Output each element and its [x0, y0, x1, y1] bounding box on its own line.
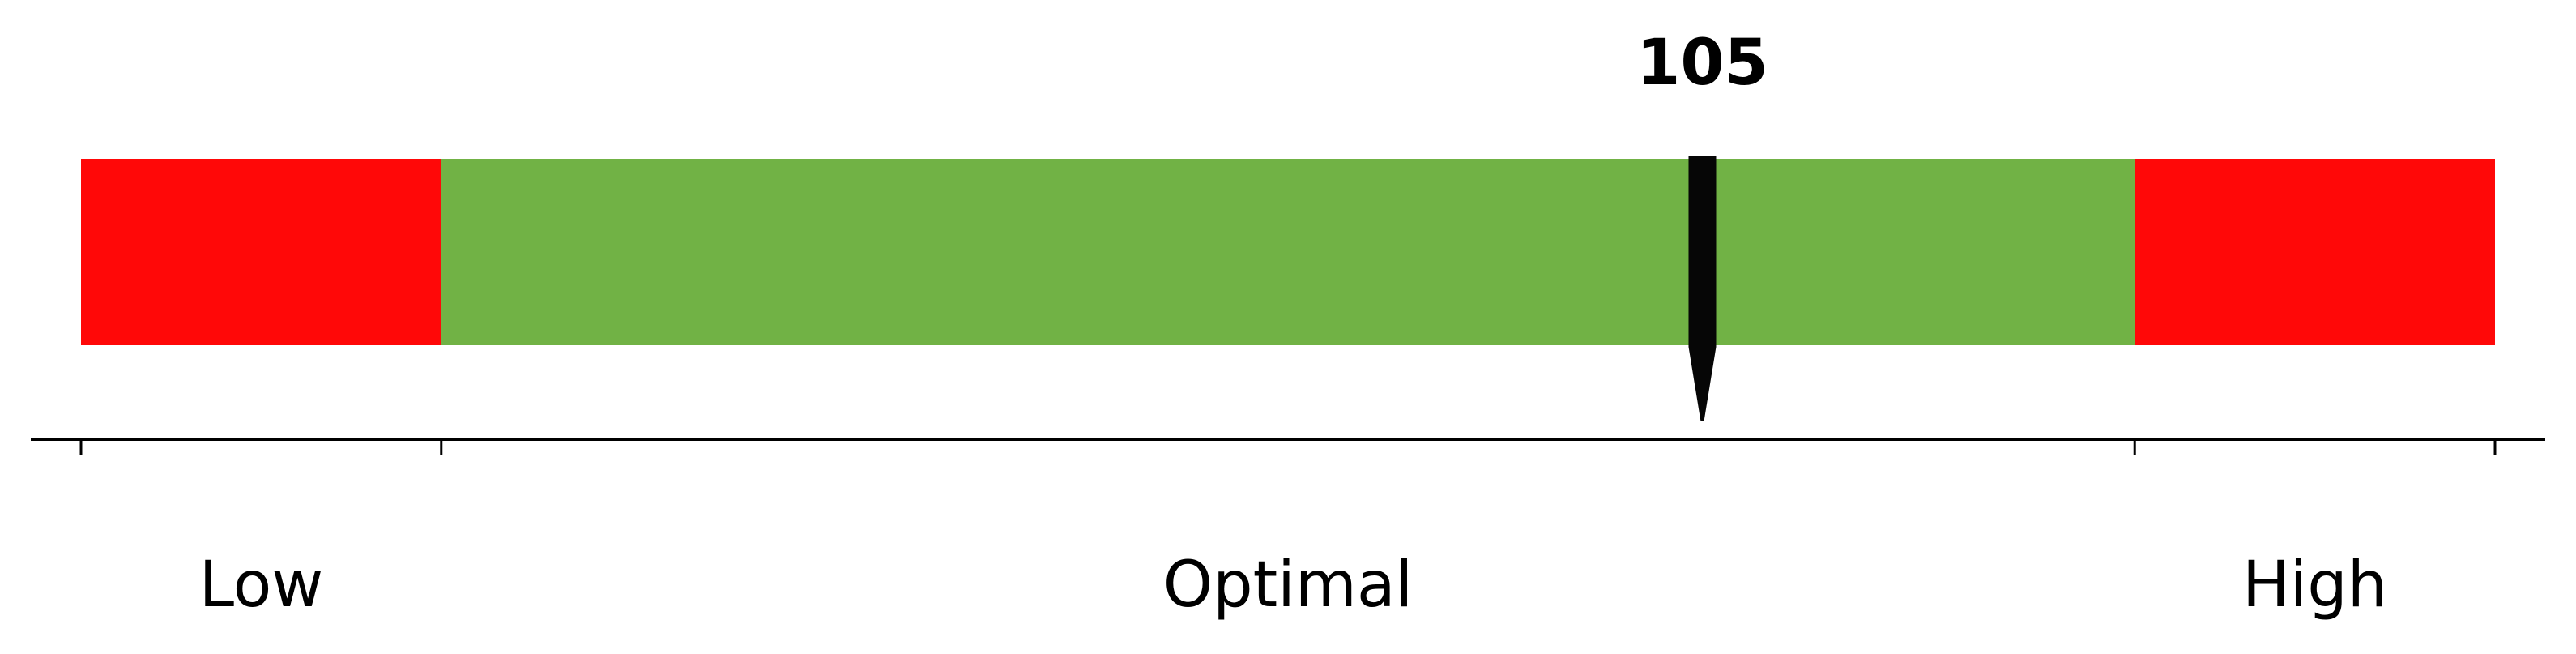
- band-labels: Low Optimal High: [199, 549, 2388, 622]
- segment-high: [2135, 159, 2495, 345]
- segment-optimal: [441, 159, 2135, 345]
- pointer-body: [1688, 156, 1717, 347]
- gauge-segments: [81, 159, 2495, 345]
- segment-label-high: High: [2242, 549, 2387, 622]
- gauge-axis: [31, 438, 2545, 455]
- pointer-tip: [1688, 347, 1717, 421]
- segment-label-optimal: Optimal: [1163, 549, 1414, 622]
- value-pointer: [1688, 156, 1717, 421]
- segment-low: [81, 159, 441, 345]
- segment-label-low: Low: [199, 549, 324, 622]
- value-label: 105: [1636, 27, 1768, 100]
